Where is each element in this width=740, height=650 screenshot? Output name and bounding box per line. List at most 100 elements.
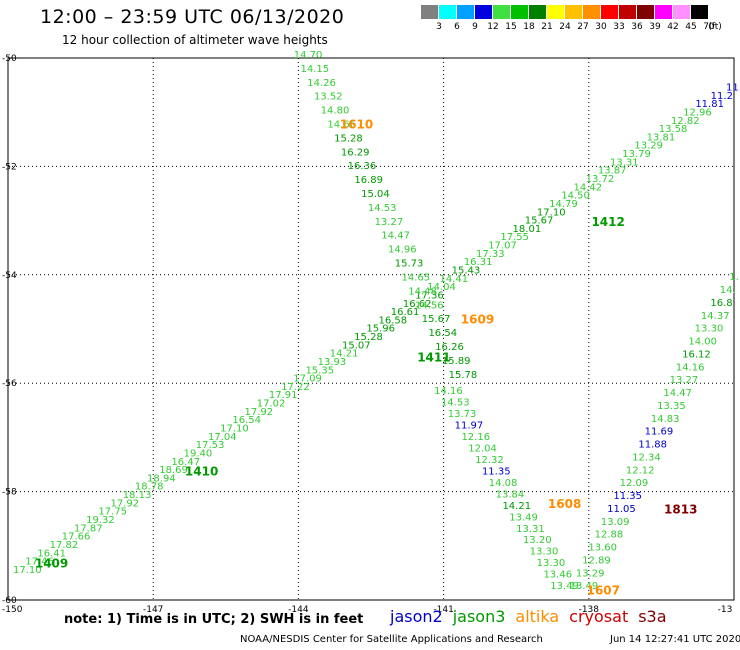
swh-value: 14.48 [408,286,437,297]
swh-value: 13.30 [695,324,724,335]
swh-value: 17.10 [220,424,249,435]
swh-value: 1. [729,272,739,283]
swh-value: 14.26 [307,78,336,89]
pass-time-label: 1610 [340,117,373,131]
swh-value: 17.02 [257,399,286,410]
swh-value: 17.82 [50,540,79,551]
color-scale-label: 45 [685,22,697,32]
swh-value: 16.29 [341,147,370,158]
swh-value: 13.27 [670,375,699,386]
swh-value: 14.42 [573,182,602,193]
swh-value: 14.96 [388,245,417,256]
map-title: 12:00 – 23:59 UTC 06/13/2020 [40,6,345,28]
color-scale-label: 3 [436,22,442,32]
swh-value: 15.89 [442,356,471,367]
swh-value: 12.32 [475,455,504,466]
pass-time-label: 1409 [35,556,68,570]
swh-value: 11.69 [645,427,674,438]
pass-time-label: 1410 [185,464,218,478]
swh-value: 12.16 [461,432,490,443]
swh-value: 14.16 [676,362,705,373]
swh-value: 14.21 [330,349,359,360]
pass-time-label: 1609 [461,313,494,327]
axis-ticks: -150 -147 -144 -141 -138 -13 -50 -52 -54 -56 -58 -6… [2,54,732,615]
swh-value: 13.84 [496,489,525,500]
swh-value: 15.96 [366,324,395,335]
color-scale-label: 33 [613,22,625,32]
swh-value: 15.67 [525,216,554,227]
swh-value: 12.96 [683,107,712,118]
color-swatch-27 [565,5,582,19]
swh-value: 11.35 [613,491,642,502]
swh-value: 13.27 [375,217,404,228]
swh-value: 17.87 [74,523,103,534]
swh-value: 15.28 [354,332,383,343]
swh-value: 14.08 [489,478,518,489]
swh-value: 13.49 [509,512,538,523]
swh-value: 13.52 [314,92,343,103]
color-swatch-39 [637,5,654,19]
x-tick-label: -141 [433,605,453,615]
swh-value: 14.47 [663,388,692,399]
swh-value: 15.73 [395,259,424,270]
swh-value: 12.04 [468,443,497,454]
color-scale-label: 36 [631,22,643,32]
color-swatch-9 [457,5,474,19]
swh-value: 14.83 [651,414,680,425]
swh-value: 13.31 [610,157,639,168]
swh-value: 13.46 [543,570,572,581]
swh-value: 12.89 [582,555,611,566]
swh-value: 14.21 [502,501,531,512]
swh-value: 13.35 [657,401,686,412]
color-scale-label: 18 [523,22,535,32]
color-scale-label: 24 [559,22,571,32]
swh-value: 17.66 [62,532,91,543]
x-tick-label: -13 [718,605,733,615]
swh-value: 14.70 [294,50,323,61]
swh-value: 15.35 [305,365,334,376]
x-tick-label: -147 [143,605,163,615]
legend-jason2: jason2 [390,607,443,626]
color-swatch-30 [583,5,600,19]
generated-timestamp: Jun 14 12:27:41 UTC 2020 [610,634,740,645]
swh-value: 17.07 [488,241,517,252]
swh-value: 15.43 [452,265,481,276]
swh-value: 14.37 [701,311,730,322]
swh-value: 14.00 [688,337,717,348]
legend-jason3: jason3 [452,607,506,626]
swh-value: 11.05 [607,504,636,515]
legend-cryosat: cryosat [569,607,629,626]
swh-value: 16.36 [348,161,377,172]
swh-value: 11.2 [711,91,733,102]
pass-time-label: 1608 [548,497,581,511]
wave-height-marks: 17.1017.4616.4117.8217.6617.8719.3217.75… [13,50,740,592]
color-swatch-6 [439,5,456,19]
color-scale-label: 6 [454,22,460,32]
map-grid [8,58,734,600]
swh-value: 17.75 [98,507,127,518]
swh-value: 13.93 [318,357,347,368]
swh-value: 17.91 [269,390,298,401]
swh-value: 16.89 [354,175,383,186]
pass-time-label: 1813 [664,502,697,516]
credit-text: NOAA/NESDIS Center for Satellite Applica… [240,634,543,645]
swh-value: 15.67 [422,314,451,325]
swh-value: 13.20 [523,535,552,546]
swh-value: 17.10 [537,207,566,218]
swh-value: 13.30 [537,558,566,569]
swh-value: 18.94 [147,473,176,484]
swh-value: 14.50 [561,191,590,202]
swh-value: 12.09 [620,478,649,489]
swh-value: 17.53 [196,440,225,451]
pass-labels: 1610 1412 1609 1411 1410 1409 1608 1813 1607 [35,117,698,597]
swh-value: 14. [720,285,736,296]
swh-value: 19.32 [86,515,115,526]
color-scale-label: 42 [667,22,679,32]
x-tick-label: -144 [288,605,309,615]
swh-value: 11.88 [638,440,667,451]
swh-value: 12.34 [632,452,661,463]
color-swatch-45 [673,5,690,19]
color-swatch-12 [475,5,492,19]
color-scale-label: 15 [505,22,517,32]
swh-value: 16.31 [464,257,493,268]
